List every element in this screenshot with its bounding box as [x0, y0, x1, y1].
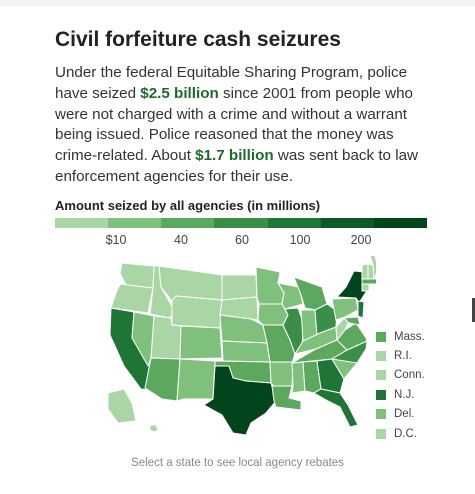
small-state-swatch [376, 428, 386, 439]
state-or[interactable] [110, 283, 154, 314]
small-state-label: Mass. [394, 330, 425, 343]
state-ak[interactable] [107, 388, 137, 424]
small-state-item[interactable]: D.C. [376, 424, 456, 443]
state-ga[interactable] [316, 358, 345, 394]
intro-paragraph: Under the federal Equitable Sharing Prog… [55, 63, 435, 188]
legend-tick: 100 [289, 233, 311, 247]
legend-swatch [161, 218, 215, 228]
state-ks[interactable] [221, 340, 271, 363]
state-mt[interactable] [158, 265, 223, 302]
state-az[interactable] [144, 357, 181, 402]
small-state-item[interactable]: N.J. [376, 385, 456, 404]
small-state-label: N.J. [394, 388, 415, 401]
color-scale-legend [55, 218, 427, 228]
small-state-label: R.I. [394, 350, 412, 363]
small-state-label: Del. [394, 408, 415, 421]
state-nc[interactable] [330, 340, 368, 364]
small-state-swatch [376, 370, 386, 381]
state-ct[interactable] [361, 283, 370, 292]
legend-swatch [267, 218, 321, 228]
state-nd[interactable] [221, 274, 258, 301]
small-state-swatch [376, 389, 386, 400]
state-ma[interactable] [361, 278, 376, 285]
scrollbar-thumb[interactable] [472, 298, 475, 322]
legend-tick: $10 [105, 233, 127, 247]
small-states-legend: Mass. R.I. Conn. N.J. Del. D.C. [376, 327, 456, 443]
state-me[interactable] [369, 255, 376, 282]
legend-swatch [108, 218, 162, 228]
legend-tick: 40 [174, 233, 188, 247]
legend-swatch [55, 218, 109, 228]
small-state-swatch [376, 351, 386, 362]
legend-swatch [373, 218, 427, 228]
legend-tick: 60 [235, 233, 249, 247]
footer-note: Select a state to see local agency rebat… [131, 457, 344, 469]
state-ar[interactable] [269, 361, 294, 387]
small-state-item[interactable]: Del. [376, 405, 456, 424]
state-la[interactable] [271, 385, 302, 411]
amount-returned-highlight: $1.7 billion [195, 147, 274, 165]
state-nv[interactable] [131, 311, 155, 368]
small-state-label: Conn. [394, 369, 425, 382]
small-state-item[interactable]: Mass. [376, 327, 456, 346]
small-state-swatch [376, 409, 386, 420]
state-md[interactable] [342, 316, 361, 326]
chart-title: Civil forfeiture cash seizures [55, 28, 341, 51]
state-nm[interactable] [176, 358, 216, 402]
amount-seized-highlight: $2.5 billion [140, 84, 219, 102]
state-co[interactable] [179, 325, 223, 360]
state-sd[interactable] [219, 296, 259, 321]
small-state-item[interactable]: Conn. [376, 366, 456, 385]
state-wv[interactable] [335, 316, 350, 342]
state-tx[interactable] [203, 365, 277, 435]
state-nj[interactable] [357, 300, 365, 319]
state-fl[interactable] [312, 388, 359, 428]
legend-tick: 200 [350, 233, 372, 247]
intro-text-2: since 2001 from people who were not char… [55, 84, 413, 165]
small-state-label: D.C. [394, 427, 417, 440]
intro-text-3: was sent back to law enforcement agencie… [55, 147, 418, 185]
top-divider [0, 0, 475, 6]
state-pa[interactable] [331, 297, 359, 321]
us-choropleth-map [107, 255, 376, 435]
legend-title: Amount seized by all agencies (in millio… [55, 198, 321, 213]
state-hi[interactable] [149, 424, 159, 433]
state-ms[interactable] [291, 361, 306, 394]
intro-text-1: Under the federal Equitable Sharing Prog… [55, 64, 408, 102]
legend-swatch [214, 218, 268, 228]
state-vt[interactable] [361, 263, 369, 280]
small-state-item[interactable]: R.I. [376, 346, 456, 365]
legend-swatch [320, 218, 374, 228]
small-state-swatch [376, 331, 386, 342]
state-wy[interactable] [171, 295, 223, 329]
